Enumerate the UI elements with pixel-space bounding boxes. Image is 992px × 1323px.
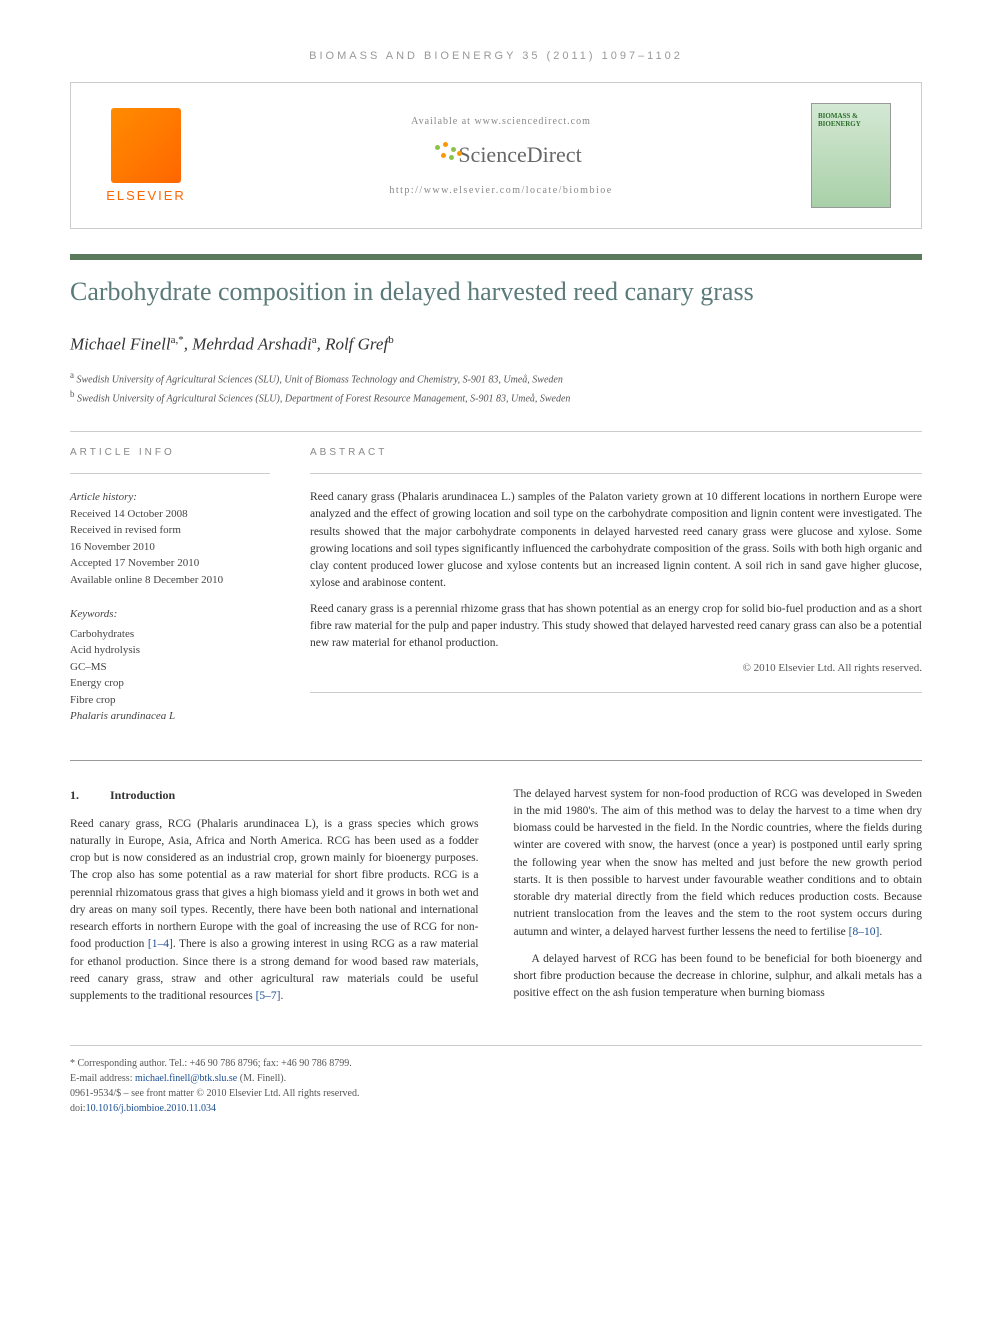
elsevier-tree-icon [111, 108, 181, 183]
keyword-1: Carbohydrates [70, 626, 270, 643]
keywords-label: Keywords: [70, 606, 270, 623]
keyword-4: Energy crop [70, 675, 270, 692]
keyword-5: Fibre crop [70, 692, 270, 709]
journal-cover-thumbnail: BIOMASS & BIOENERGY [811, 103, 891, 208]
intro-paragraph-1: Reed canary grass, RCG (Phalaris arundin… [70, 816, 479, 1006]
ref-link-8-10[interactable]: [8–10] [849, 926, 880, 938]
revised-date-line1: Received in revised form [70, 522, 270, 539]
elsevier-logo: ELSEVIER [101, 108, 191, 203]
affiliations: a Swedish University of Agricultural Sci… [70, 369, 922, 406]
issn-copyright: 0961-9534/$ – see front matter © 2010 El… [70, 1086, 922, 1101]
affil-b-text: Swedish University of Agricultural Scien… [75, 393, 571, 404]
article-title: Carbohydrate composition in delayed harv… [70, 275, 922, 309]
intro-paragraph-2: The delayed harvest system for non-food … [514, 786, 923, 941]
corresponding-author-contact: Tel.: +46 90 786 8796; fax: +46 90 786 8… [167, 1058, 352, 1069]
elsevier-name: ELSEVIER [101, 188, 191, 203]
sciencedirect-logo: ScienceDirect [420, 142, 581, 168]
ref-link-1-4[interactable]: [1–4] [148, 938, 173, 950]
accepted-date: Accepted 17 November 2010 [70, 555, 270, 572]
abstract-copyright: © 2010 Elsevier Ltd. All rights reserved… [310, 660, 922, 677]
divider [310, 473, 922, 474]
author-1-affil-marker: a,* [171, 334, 184, 346]
author-3-affil-marker: b [388, 334, 394, 346]
divider [70, 473, 270, 474]
revised-date-line2: 16 November 2010 [70, 539, 270, 556]
journal-cover-title: BIOMASS & BIOENERGY [818, 112, 884, 129]
sciencedirect-name: ScienceDirect [458, 142, 581, 168]
email-author-name: (M. Finell). [237, 1073, 286, 1084]
author-3: , Rolf Gref [317, 334, 389, 353]
divider [70, 431, 922, 432]
doi-label: doi: [70, 1103, 86, 1114]
publisher-header-box: ELSEVIER Available at www.sciencedirect.… [70, 82, 922, 229]
corresponding-email-link[interactable]: michael.finell@btk.slu.se [135, 1073, 237, 1084]
abstract-label: ABSTRACT [310, 447, 922, 458]
section-title: Introduction [110, 788, 175, 802]
title-accent-bar [70, 254, 922, 260]
intro-paragraph-3: A delayed harvest of RCG has been found … [514, 951, 923, 1003]
keyword-2: Acid hydrolysis [70, 642, 270, 659]
abstract-paragraph-2: Reed canary grass is a perennial rhizome… [310, 601, 922, 653]
abstract-paragraph-1: Reed canary grass (Phalaris arundinacea … [310, 489, 922, 593]
journal-url[interactable]: http://www.elsevier.com/locate/biombioe [191, 185, 811, 196]
received-date: Received 14 October 2008 [70, 506, 270, 523]
affil-a-text: Swedish University of Agricultural Scien… [74, 375, 563, 386]
section-number: 1. [70, 786, 110, 804]
body-divider [70, 760, 922, 761]
author-list: Michael Finella,*, Mehrdad Arshadia, Rol… [70, 334, 922, 355]
author-2: , Mehrdad Arshadi [184, 334, 312, 353]
sciencedirect-dots-icon [420, 145, 450, 165]
keyword-3: GC–MS [70, 659, 270, 676]
corresponding-author-label: * Corresponding author. [70, 1058, 167, 1069]
history-label: Article history: [70, 491, 137, 503]
available-at-text: Available at www.sciencedirect.com [191, 116, 811, 127]
online-date: Available online 8 December 2010 [70, 572, 270, 589]
section-1-heading: 1.Introduction [70, 786, 479, 804]
divider [310, 692, 922, 693]
article-info-label: ARTICLE INFO [70, 447, 270, 458]
page-footer: * Corresponding author. Tel.: +46 90 786… [70, 1045, 922, 1116]
author-1: Michael Finell [70, 334, 171, 353]
keyword-6: Phalaris arundinacea L [70, 710, 175, 722]
doi-link[interactable]: 10.1016/j.biombioe.2010.11.034 [86, 1103, 216, 1114]
ref-link-5-7[interactable]: [5–7] [256, 990, 281, 1002]
email-label: E-mail address: [70, 1073, 135, 1084]
journal-citation-header: BIOMASS AND BIOENERGY 35 (2011) 1097–110… [70, 50, 922, 62]
